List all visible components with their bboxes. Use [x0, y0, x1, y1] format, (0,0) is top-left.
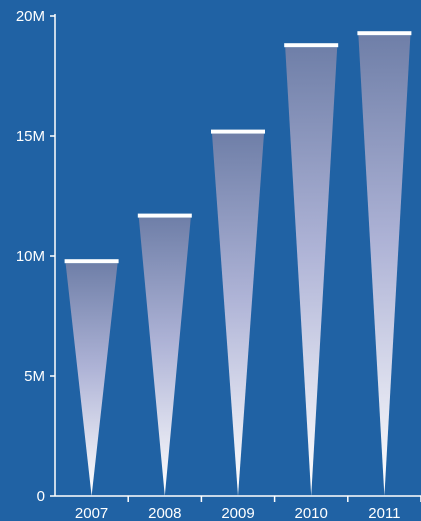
- bars-group: [64, 31, 412, 496]
- bar-2008: [138, 217, 191, 496]
- y-tick-label: 0: [37, 488, 45, 505]
- y-tick-label: 20M: [16, 8, 45, 25]
- y-tick-label: 10M: [16, 248, 45, 265]
- bar-2009: [212, 133, 264, 496]
- x-tick-label: 2008: [148, 505, 181, 521]
- y-tick-label: 15M: [16, 128, 45, 145]
- bar-cap-2007: [64, 259, 119, 264]
- x-tick-label: 2011: [368, 505, 400, 521]
- labels-group: 0 5M 10M 15M 20M 2007 2008 2009 2010 2011: [16, 8, 401, 521]
- y-tick-label: 5M: [24, 368, 45, 385]
- x-tick-label: 2010: [295, 505, 328, 521]
- axes-group: [50, 14, 421, 502]
- bar-2007: [65, 263, 118, 496]
- x-tick-label: 2007: [75, 505, 108, 521]
- bar-cap-2009: [211, 129, 265, 134]
- bar-2011: [358, 35, 411, 496]
- bar-cap-2008: [137, 213, 192, 218]
- x-tick-label: 2009: [221, 505, 254, 521]
- bar-2010: [285, 47, 338, 496]
- bar-cap-2010: [284, 43, 339, 48]
- bar-cap-2011: [357, 31, 412, 36]
